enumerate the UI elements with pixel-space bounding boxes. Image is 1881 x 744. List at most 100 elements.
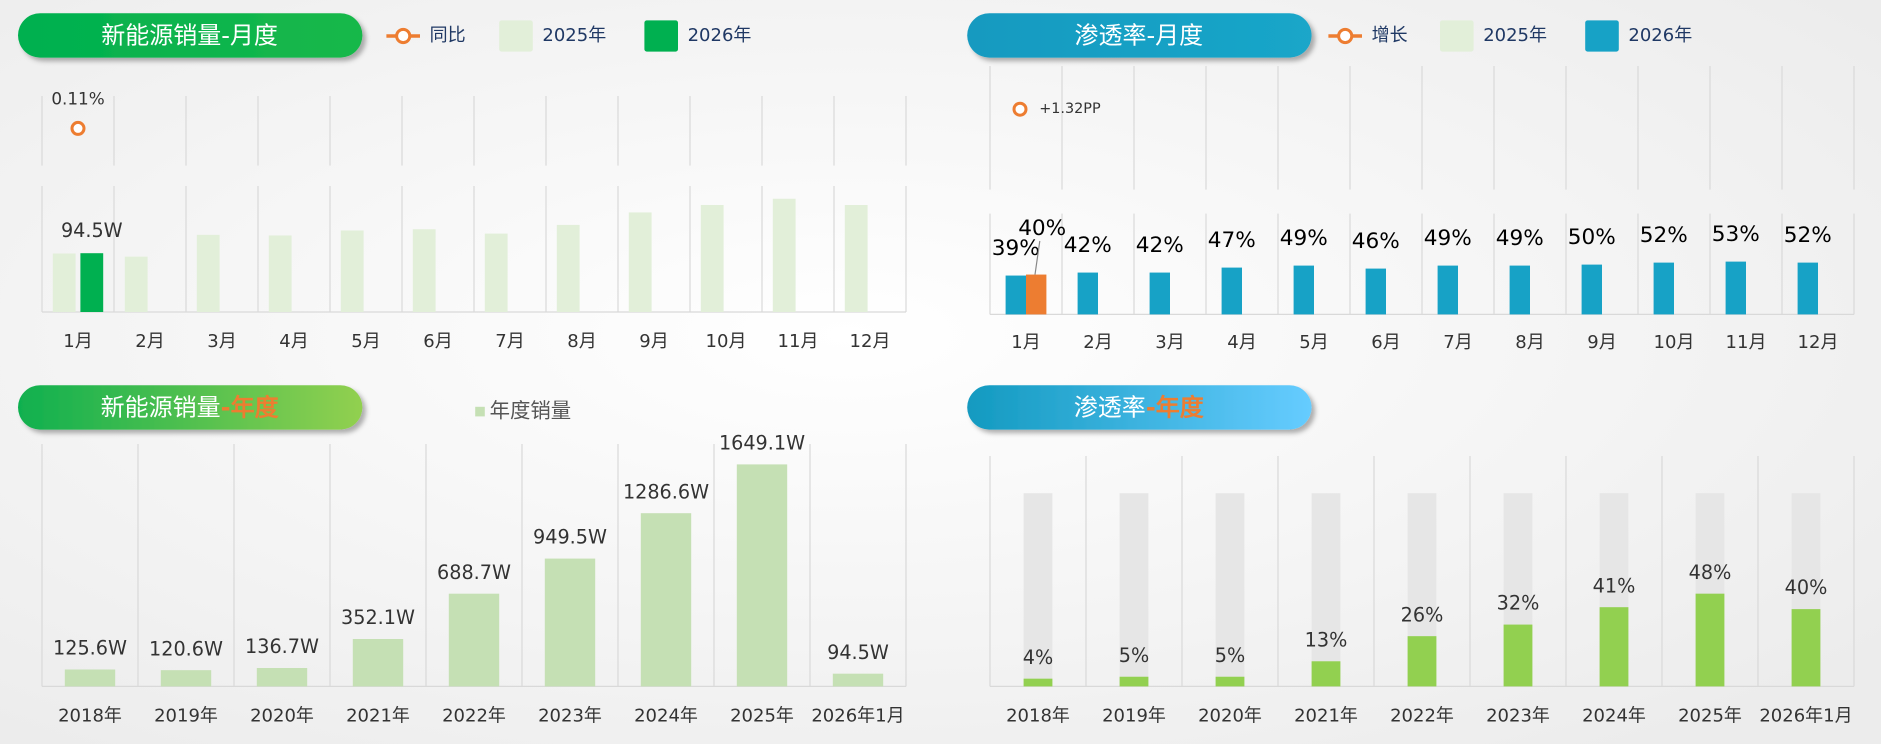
legend-label: 2025年 xyxy=(542,25,606,46)
bar xyxy=(1797,262,1819,315)
x-tick-label: 12月 xyxy=(1798,332,1839,353)
bar xyxy=(1077,272,1098,315)
bar-background xyxy=(1023,493,1053,687)
bar xyxy=(268,235,292,312)
data-label: 46% xyxy=(1352,229,1400,254)
bar xyxy=(1695,593,1725,687)
bar xyxy=(1581,264,1603,315)
legend-label: 2025年 xyxy=(1483,25,1547,46)
x-tick-label: 11月 xyxy=(778,331,819,352)
x-tick-label: 8月 xyxy=(1515,332,1544,353)
data-label: 49% xyxy=(1496,226,1544,251)
bar xyxy=(1293,265,1314,315)
title-pill xyxy=(967,385,1312,430)
bar xyxy=(844,204,868,312)
chart: 渗透率-月度 1月 2月 3月 4月 5月 6月 7月 8月 9月 10月 11月 12月 增长 +1.32… xyxy=(967,13,1855,353)
bar xyxy=(1005,275,1026,315)
bar xyxy=(484,233,508,312)
bar xyxy=(196,234,220,312)
x-tick-label: 3月 xyxy=(1155,332,1184,353)
data-label: 26% xyxy=(1401,603,1444,626)
chart-title: 渗透率-月度 xyxy=(1074,22,1203,50)
chart: 渗透率-年度 2018年 2019年 2020年 2021年 2022年 2023年 2024… xyxy=(967,385,1855,726)
bar xyxy=(736,464,788,687)
data-label: +1.32PP xyxy=(1039,101,1101,117)
bar xyxy=(448,593,500,687)
data-label: 125.6W xyxy=(53,637,127,660)
data-label: 5% xyxy=(1119,644,1149,667)
x-tick-label: 6月 xyxy=(1371,332,1400,353)
bar xyxy=(1653,262,1675,315)
bar xyxy=(544,558,596,687)
data-label: 41% xyxy=(1593,574,1636,597)
x-tick-label: 5月 xyxy=(351,331,380,352)
legend-label: 增长 xyxy=(1372,25,1408,46)
x-tick-label: 2021年 xyxy=(346,705,410,726)
title-pill xyxy=(967,13,1312,58)
x-tick-label: 2025年 xyxy=(730,705,794,726)
data-label: 5% xyxy=(1215,644,1245,667)
bar xyxy=(1365,268,1386,315)
canvas: 新能源销量-月度 1月 2月 3月 4月 5月 6月 7月 8月 9月 10月 11月 12月 同比 0.1… xyxy=(18,13,1855,726)
legend-label: 年度销量 xyxy=(490,399,572,423)
bar xyxy=(640,513,692,687)
x-tick-label: 2026年1月 xyxy=(1759,705,1852,726)
x-tick-label: 11月 xyxy=(1726,332,1767,353)
x-tick-label: 10月 xyxy=(1654,332,1695,353)
x-tick-label: 1月 xyxy=(1011,332,1040,353)
data-label: 40% xyxy=(1018,216,1066,241)
data-label: 949.5W xyxy=(533,526,607,549)
bar xyxy=(628,212,652,312)
title-pill xyxy=(18,385,363,430)
x-tick-label: 7月 xyxy=(495,331,524,352)
title-part: -年度 xyxy=(221,394,280,422)
x-tick-label: 7月 xyxy=(1443,332,1472,353)
x-tick-label: 6月 xyxy=(423,331,452,352)
x-tick-label: 5月 xyxy=(1299,332,1328,353)
legend-swatch xyxy=(644,20,678,52)
bar xyxy=(1509,265,1530,315)
data-label: 94.5W xyxy=(827,641,889,664)
bar xyxy=(1119,676,1149,687)
bar xyxy=(832,673,884,687)
data-label: 32% xyxy=(1497,592,1540,615)
data-label: 1286.6W xyxy=(623,480,709,503)
legend-label: 同比 xyxy=(430,25,466,46)
data-label: 42% xyxy=(1064,233,1112,258)
x-tick-label: 4月 xyxy=(1227,332,1256,353)
legend-swatch xyxy=(475,406,485,417)
x-tick-label: 2022年 xyxy=(442,705,506,726)
x-tick-label: 2025年 xyxy=(1678,705,1742,726)
x-tick-label: 2019年 xyxy=(154,705,218,726)
data-label: 52% xyxy=(1640,223,1688,248)
x-tick-label: 8月 xyxy=(567,331,596,352)
x-tick-label: 2020年 xyxy=(250,705,314,726)
chart-title: 渗透率-年度 xyxy=(1074,394,1205,422)
bar xyxy=(772,198,796,312)
bar xyxy=(1503,624,1533,687)
data-label: 352.1W xyxy=(341,606,415,629)
bar-background xyxy=(1311,493,1341,687)
bar xyxy=(1437,265,1458,315)
data-label: 136.7W xyxy=(245,635,319,658)
data-label: 0.11% xyxy=(51,89,104,109)
data-label: 688.7W xyxy=(437,561,511,584)
bar xyxy=(64,669,116,687)
chart-title: 新能源销量-月度 xyxy=(101,22,278,50)
bar xyxy=(1311,661,1341,687)
bar xyxy=(1221,267,1242,315)
bar xyxy=(1026,274,1047,315)
bar xyxy=(52,253,76,312)
bar xyxy=(1215,676,1245,687)
x-tick-label: 2023年 xyxy=(1486,705,1550,726)
data-label: 52% xyxy=(1784,223,1832,248)
bar xyxy=(160,670,212,687)
x-tick-label: 4月 xyxy=(279,331,308,352)
data-label: 40% xyxy=(1785,576,1828,599)
x-tick-label: 9月 xyxy=(1587,332,1616,353)
leader-line xyxy=(1034,240,1041,275)
x-tick-label: 9月 xyxy=(639,331,668,352)
chart: 新能源销量-月度 1月 2月 3月 4月 5月 6月 7月 8月 9月 10月 11月 12月 同比 0.1… xyxy=(18,13,907,352)
